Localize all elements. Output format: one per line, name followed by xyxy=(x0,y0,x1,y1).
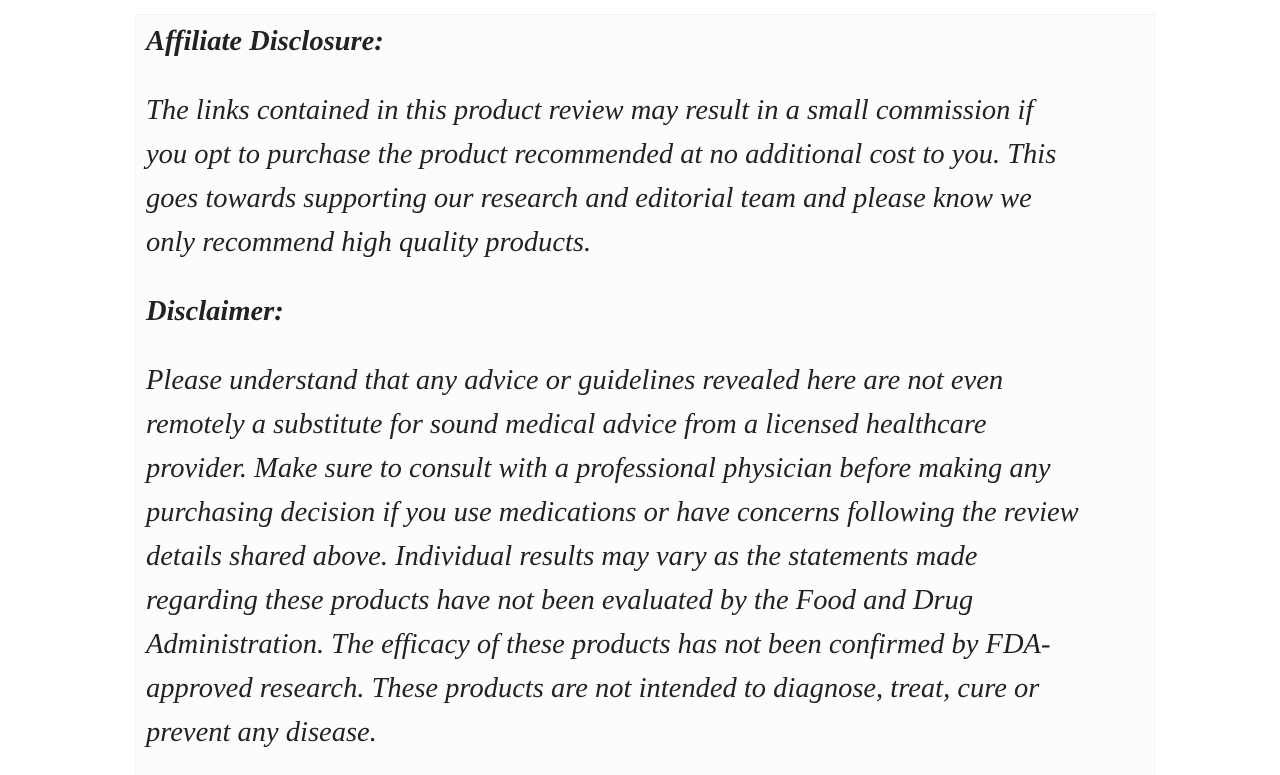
disclaimer-text-line: Administration. The efficacy of these pr… xyxy=(146,629,1051,660)
disclaimer-text-line: approved research. These products are no… xyxy=(146,673,1040,704)
disclaimer-text-line: prevent any disease. xyxy=(146,717,377,748)
disclaimer-heading: Disclaimer: xyxy=(146,296,284,327)
disclaimer-text-line: Please understand that any advice or gui… xyxy=(146,365,1004,396)
affiliate-disclosure-heading: Affiliate Disclosure: xyxy=(146,26,384,57)
disclaimer-text-line: regarding these products have not been e… xyxy=(146,585,974,616)
affiliate-text-line: you opt to purchase the product recommen… xyxy=(146,139,1057,170)
affiliate-text-line: The links contained in this product revi… xyxy=(146,95,1034,126)
disclaimer-text-line: details shared above. Individual results… xyxy=(146,541,978,572)
affiliate-text-line: goes towards supporting our research and… xyxy=(146,183,1032,214)
disclosure-container xyxy=(135,14,1155,775)
disclaimer-text-line: provider. Make sure to consult with a pr… xyxy=(146,453,1051,484)
affiliate-text-line: only recommend high quality products. xyxy=(146,227,592,258)
disclaimer-text-line: remotely a substitute for sound medical … xyxy=(146,409,987,440)
disclaimer-text-line: purchasing decision if you use medicatio… xyxy=(146,497,1079,528)
